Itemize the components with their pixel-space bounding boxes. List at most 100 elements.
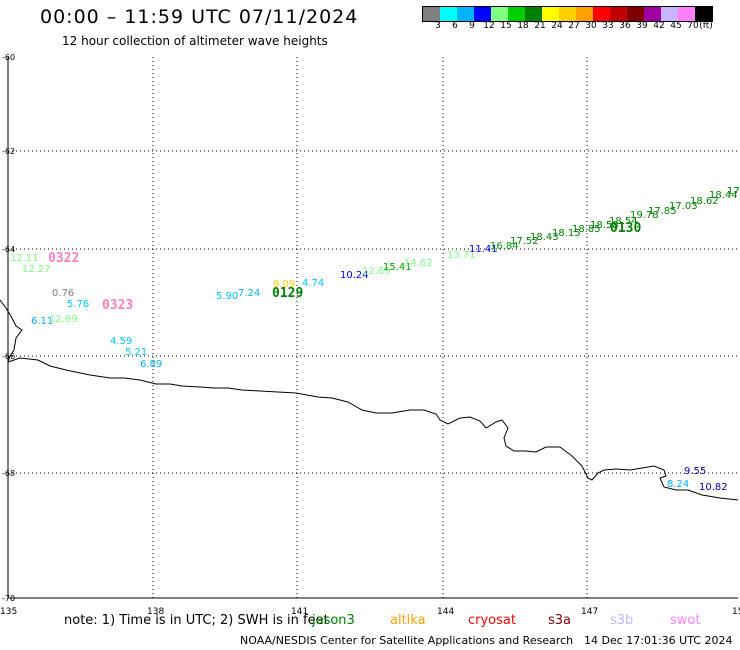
legend-swatch	[661, 7, 678, 21]
wave-height-value: 9.55	[684, 466, 706, 477]
legend-swatch	[542, 7, 559, 21]
wave-height-value: 5.90	[216, 291, 238, 302]
wave-height-value: 12.11	[10, 253, 39, 264]
legend-swatch	[508, 7, 525, 21]
lat-label: -62	[2, 147, 15, 156]
lon-label: 141	[291, 607, 308, 617]
legend-tick-label: 45	[670, 21, 682, 31]
legend-tick-label: 9	[469, 21, 475, 31]
wave-height-value: 18.62	[690, 196, 719, 207]
legend-swatch	[627, 7, 644, 21]
legend-tick-label: (ft)	[699, 21, 713, 31]
wave-height-value: 17.03	[669, 201, 698, 212]
satellite-legend-item: s3b	[610, 613, 634, 628]
legend-swatch	[610, 7, 627, 21]
wave-height-value: 10.24	[340, 270, 369, 281]
wave-height-value: 10.82	[699, 482, 728, 493]
legend-swatch	[423, 7, 440, 21]
wave-height-value: 4.59	[110, 336, 132, 347]
legend-swatch	[593, 7, 610, 21]
legend-tick-label: 39	[636, 21, 648, 31]
legend-swatch	[474, 7, 491, 21]
wave-height-value: 18.85	[572, 224, 601, 235]
wave-height-value: 6.11	[31, 316, 53, 327]
pass-time-label: 0130	[610, 221, 641, 236]
wave-height-value: 18.58	[590, 220, 619, 231]
legend-swatch	[440, 7, 457, 21]
lat-label: -68	[2, 469, 15, 478]
legend-tick-label: 42	[653, 21, 665, 31]
wave-height-value: 17.85	[648, 206, 677, 217]
lat-label: -60	[2, 53, 15, 62]
credit-text: NOAA/NESDIS Center for Satellite Applica…	[240, 634, 574, 647]
wave-height-value: 18.44	[709, 190, 738, 201]
legend-tick-label: 3	[435, 21, 441, 31]
legend-swatch	[491, 7, 508, 21]
wave-height-value: 18.15	[552, 228, 581, 239]
wave-height-value: 18.54	[609, 216, 638, 227]
legend-swatch	[678, 7, 695, 21]
wave-height-value: 7.24	[238, 288, 260, 299]
page-subtitle: 12 hour collection of altimeter wave hei…	[62, 34, 328, 48]
wave-height-value: 5.76	[67, 299, 89, 310]
page-title: 00:00 – 11:59 UTC 07/11/2024	[40, 6, 359, 28]
legend-swatch	[457, 7, 474, 21]
lon-label: 138	[147, 607, 164, 617]
legend-tick-label: 30	[585, 21, 597, 31]
legend-tick-label: 15	[500, 21, 512, 31]
legend-swatch	[695, 7, 712, 21]
coastline	[7, 357, 739, 501]
wave-height-value: 19.78	[630, 210, 659, 221]
legend-tick-label: 6	[452, 21, 458, 31]
wave-height-value: 12.69	[362, 266, 391, 277]
wave-height-color-legend	[422, 6, 713, 22]
legend-swatch	[576, 7, 593, 21]
wave-height-value: 15.41	[383, 262, 412, 273]
wave-height-value: 17.52	[510, 236, 539, 247]
legend-tick-label: 21	[534, 21, 546, 31]
coastline-west-edge	[0, 299, 23, 363]
satellite-legend-item: swot	[670, 613, 701, 628]
legend-tick-label: 36	[619, 21, 631, 31]
legend-tick-label: 33	[602, 21, 614, 31]
pass-time-label: 0322	[48, 251, 79, 266]
satellite-legend-item: jason3	[312, 613, 355, 628]
lat-label: -64	[2, 245, 15, 254]
legend-swatch	[559, 7, 576, 21]
legend-tick-label: 12	[483, 21, 495, 31]
wave-height-value: 12.99	[49, 314, 78, 325]
wave-height-value: 9.09	[273, 279, 295, 290]
wave-height-value: 4.74	[302, 278, 324, 289]
legend-tick-label: 18	[517, 21, 529, 31]
notes-text: note: 1) Time is in UTC; 2) SWH is in fe…	[64, 613, 329, 628]
satellite-legend-item: s3a	[548, 613, 572, 628]
wave-height-value: 18.43	[530, 232, 559, 243]
legend-tick-label: 27	[568, 21, 580, 31]
pass-time-label: 0323	[102, 298, 133, 313]
wave-height-value: 0.76	[52, 288, 74, 299]
satellite-legend-item: cryosat	[468, 613, 516, 628]
legend-swatch	[525, 7, 542, 21]
wave-height-value: 11.41	[469, 244, 498, 255]
legend-tick-label: 24	[551, 21, 563, 31]
footer-timestamp: 14 Dec 17:01:36 UTC 2024	[584, 634, 733, 647]
wave-height-value: 13.71	[447, 250, 476, 261]
lon-label: 144	[437, 607, 454, 617]
wave-height-value: 5.21	[125, 347, 147, 358]
lon-label: 135	[0, 607, 17, 617]
lon-label: 147	[581, 607, 598, 617]
wave-height-value: 12.27	[22, 264, 51, 275]
lon-label: 150	[732, 607, 740, 617]
wave-height-value: 8.24	[667, 479, 689, 490]
legend-tick-label: 70	[687, 21, 699, 31]
pass-time-label: 0129	[272, 286, 303, 301]
satellite-legend-item: altika	[390, 613, 426, 628]
lat-label: -66	[2, 352, 15, 361]
wave-height-value: 14.62	[404, 258, 433, 269]
wave-height-value: 16.84	[490, 241, 519, 252]
wave-height-value: 17	[727, 186, 740, 197]
legend-swatch	[644, 7, 661, 21]
wave-height-value: 6.89	[140, 359, 162, 370]
